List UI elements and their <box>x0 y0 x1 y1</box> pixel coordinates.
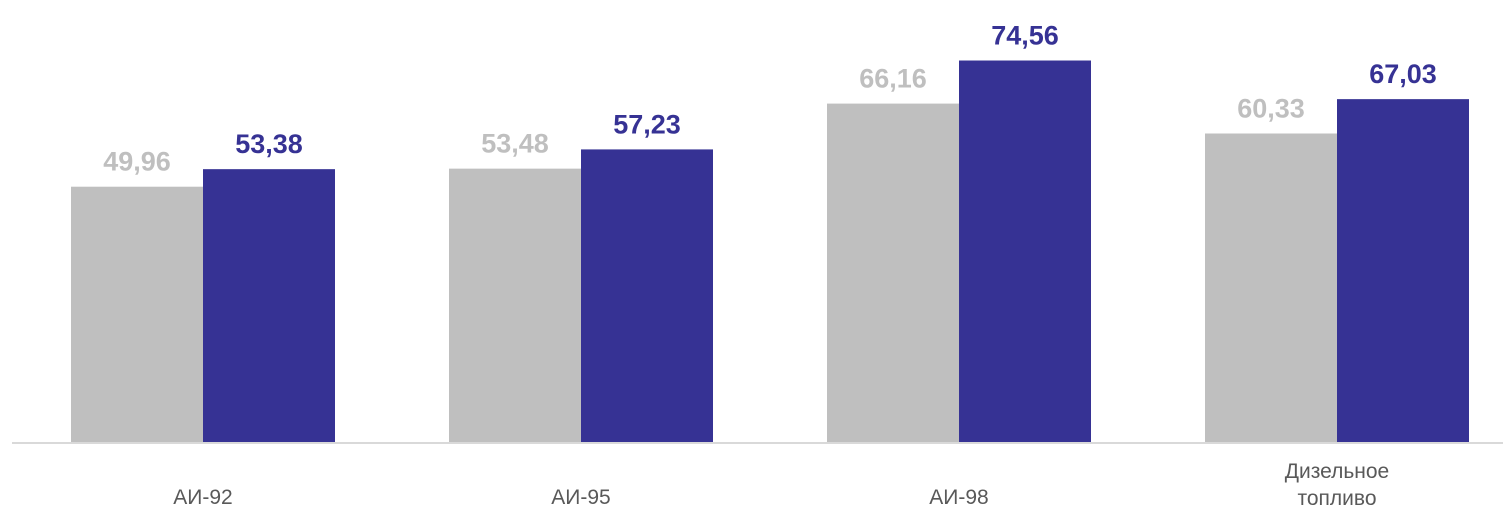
value-label-gray-0: 49,96 <box>103 147 171 177</box>
value-label-blue-0: 53,38 <box>235 129 303 159</box>
category-label-3-line-1: топливо <box>1297 487 1376 510</box>
category-label-1: АИ-95 <box>551 486 610 509</box>
bar-gray-3 <box>1205 133 1337 444</box>
value-label-blue-2: 74,56 <box>991 21 1059 51</box>
bar-gray-2 <box>827 103 959 444</box>
bar-gray-0 <box>71 186 203 443</box>
value-labels-group: 49,96 53,38 53,48 57,23 66,16 74,56 60,33 67,03 <box>103 21 1437 177</box>
bar-blue-0 <box>203 169 335 444</box>
value-label-gray-3: 60,33 <box>1237 94 1305 124</box>
bar-gray-1 <box>449 168 581 444</box>
bar-blue-2 <box>959 60 1091 443</box>
bars-group <box>71 60 1469 444</box>
bar-blue-1 <box>581 149 713 443</box>
category-label-3-line-0: Дизельное <box>1285 460 1389 483</box>
value-label-blue-3: 67,03 <box>1369 59 1437 89</box>
value-label-gray-1: 53,48 <box>481 129 549 159</box>
category-labels-group: АИ-92 АИ-95 АИ-98 Дизельное топливо <box>173 460 1389 510</box>
category-label-0: АИ-92 <box>173 486 232 509</box>
category-label-2: АИ-98 <box>929 486 988 509</box>
bar-blue-3 <box>1337 99 1469 443</box>
value-label-gray-2: 66,16 <box>859 64 927 94</box>
value-label-blue-1: 57,23 <box>613 109 681 139</box>
